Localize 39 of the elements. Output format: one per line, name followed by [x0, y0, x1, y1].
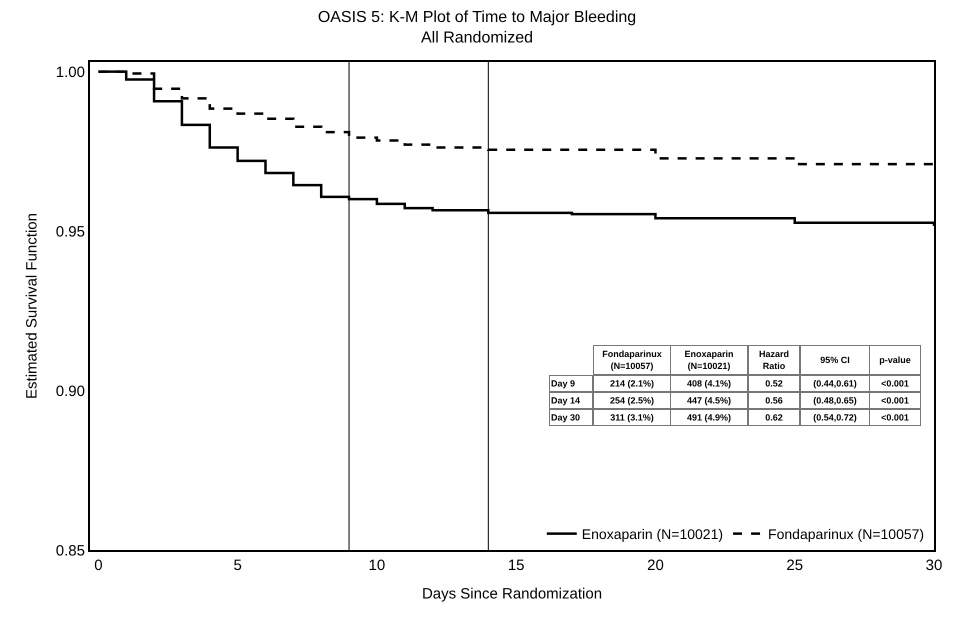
- y-tick-label: 1.00: [56, 64, 85, 81]
- x-tick-label: 5: [233, 557, 242, 574]
- annotation: 408 (4.1%): [686, 378, 732, 388]
- annotation: (0.48,0.65): [813, 396, 857, 406]
- legend-label: Fondaparinux (N=10057): [768, 526, 924, 542]
- annotation: 214 (2.1%): [610, 378, 654, 388]
- x-tick-label: 10: [368, 557, 386, 574]
- annotation: Enoxaparin (N=10021): [684, 349, 734, 371]
- annotation: Fondaparinux (N=10057): [602, 349, 662, 371]
- x-tick-label: 15: [508, 557, 525, 574]
- y-axis-title: Estimated Survival Function: [24, 213, 41, 399]
- annotation: <0.001: [881, 396, 909, 406]
- annotation: Hazard Ratio: [758, 349, 790, 371]
- x-axis-title: Days Since Randomization: [422, 586, 602, 602]
- annotation: 0.62: [765, 412, 783, 422]
- y-tick-label: 0.90: [56, 382, 85, 400]
- y-tick-label: 0.85: [56, 542, 85, 560]
- x-tick-label: 25: [786, 557, 804, 574]
- annotation: 447 (4.5%): [686, 396, 732, 406]
- annotation: <0.001: [881, 378, 909, 388]
- x-tick-label: 30: [926, 557, 942, 574]
- annotation: (0.44,0.61): [813, 378, 857, 388]
- annotation: <0.001: [881, 412, 909, 422]
- y-tick-label: 0.95: [56, 223, 85, 240]
- annotation: Day 14: [551, 396, 580, 406]
- annotation: 95% CI: [820, 355, 850, 365]
- legend-label: Enoxaparin (N=10021): [582, 526, 724, 542]
- x-tick-label: 0: [94, 557, 103, 574]
- annotation: 0.52: [765, 378, 783, 388]
- x-tick-label: 20: [647, 557, 664, 574]
- annotation: 311 (3.1%): [610, 412, 654, 422]
- chart-title: OASIS 5: K-M Plot of Time to Major Bleeding All Randomized: [318, 8, 636, 47]
- annotation: (0.54,0.72): [813, 412, 857, 422]
- annotation: 491 (4.9%): [686, 412, 732, 422]
- annotation: Day 30: [551, 412, 580, 422]
- annotation: p-value: [879, 355, 911, 365]
- annotation: 254 (2.5%): [610, 396, 654, 406]
- annotation: 0.56: [765, 396, 783, 406]
- annotation: Day 9: [551, 378, 576, 388]
